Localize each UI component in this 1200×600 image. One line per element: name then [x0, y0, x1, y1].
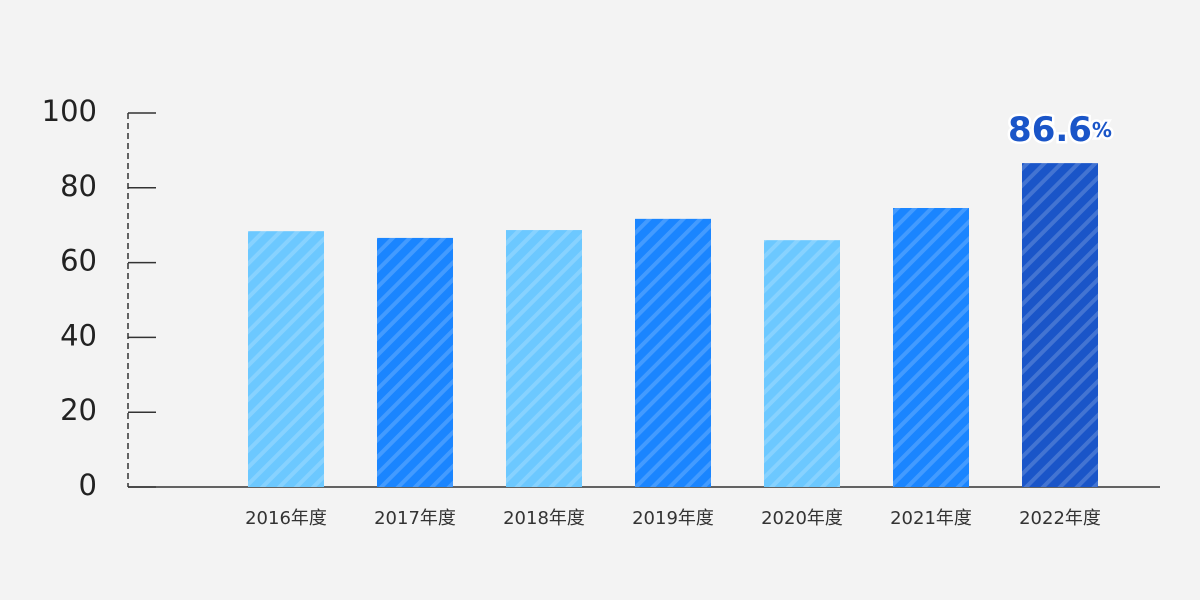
- x-tick-label: 2016年度: [245, 508, 327, 529]
- bar: [248, 231, 324, 487]
- bar: [506, 230, 582, 487]
- x-tick-label: 2021年度: [890, 508, 972, 529]
- x-tick-label: 2019年度: [632, 508, 714, 529]
- y-tick-label: 60: [60, 244, 97, 278]
- bar: [893, 207, 969, 487]
- y-tick-label: 100: [42, 94, 97, 128]
- x-tick-label: 2022年度: [1019, 508, 1101, 529]
- x-tick-label: 2017年度: [374, 508, 456, 529]
- bar: [377, 237, 453, 487]
- y-tick-label: 80: [60, 169, 97, 203]
- bar: [635, 218, 711, 488]
- y-tick-label: 0: [79, 468, 97, 502]
- bar: [764, 240, 840, 487]
- bar: [1022, 163, 1098, 487]
- value-label: 86.6%: [1008, 110, 1112, 150]
- x-tick-label: 2020年度: [761, 508, 843, 529]
- x-tick-label: 2018年度: [503, 508, 585, 529]
- y-tick-label: 40: [60, 318, 97, 352]
- y-tick-label: 20: [60, 393, 97, 427]
